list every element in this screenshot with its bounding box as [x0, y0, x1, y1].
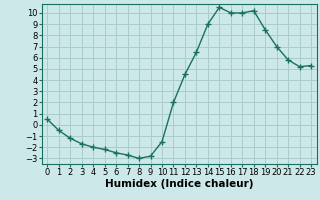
X-axis label: Humidex (Indice chaleur): Humidex (Indice chaleur): [105, 179, 253, 189]
